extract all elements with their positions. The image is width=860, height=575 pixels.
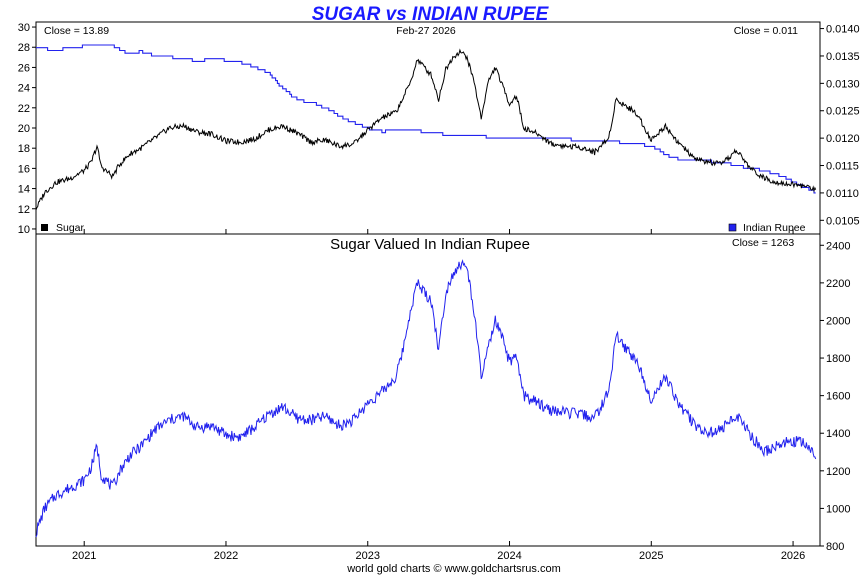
x-tick-label: 2021 (72, 550, 96, 562)
x-tick-label: 2024 (497, 550, 521, 562)
left-tick-label: 18 (18, 143, 30, 155)
right-tick-label: 0.0135 (826, 51, 860, 63)
left-tick-label: 24 (18, 83, 30, 95)
ratio-tick-label: 1400 (826, 428, 850, 440)
legend-label-sugar: Sugar (56, 222, 85, 234)
ratio-tick-label: 2200 (826, 278, 850, 290)
right-tick-label: 0.0110 (826, 188, 859, 200)
left-tick-label: 20 (18, 123, 30, 135)
ratio-tick-label: 800 (826, 541, 844, 553)
left-tick-label: 12 (18, 204, 30, 216)
ratio-tick-label: 2400 (826, 240, 850, 252)
right-tick-label: 0.0125 (826, 106, 860, 118)
ratio-tick-label: 1800 (826, 353, 850, 365)
x-tick-label: 2026 (781, 550, 805, 562)
ratio-tick-label: 1200 (826, 466, 850, 478)
right-tick-label: 0.0105 (826, 215, 860, 227)
series-line-sugar (35, 48, 817, 211)
sugar-close-label: Close = 13.89 (44, 25, 109, 37)
rupee-close-label: Close = 0.011 (734, 25, 798, 37)
x-tick-label: 2025 (639, 550, 663, 562)
left-tick-label: 26 (18, 62, 30, 74)
left-tick-label: 14 (18, 184, 30, 196)
series-line-sugar-in-rupee (35, 259, 817, 538)
legend-label-rupee: Indian Rupee (743, 222, 806, 234)
right-tick-label: 0.0115 (826, 161, 859, 173)
series-layer (35, 44, 817, 538)
left-tick-label: 10 (18, 224, 30, 236)
left-tick-label: 16 (18, 163, 30, 175)
ratio-close-label: Close = 1263 (732, 237, 794, 249)
ratio-tick-label: 1000 (826, 503, 850, 515)
right-tick-label: 0.0120 (826, 133, 860, 145)
top-right-axis: 0.0140 0.0135 0.0130 0.0125 0.0120 0.0115 0.01… (820, 24, 860, 227)
top-panel-frame (35, 21, 821, 235)
ratio-tick-label: 2000 (826, 315, 850, 327)
bottom-panel-frame (35, 233, 821, 547)
right-tick-label: 0.0140 (826, 24, 860, 36)
left-tick-label: 28 (18, 42, 30, 54)
legend-swatch-sugar (41, 224, 48, 231)
bottom-right-axis: 2400 2200 2000 1800 1600 1400 1200 1000 800 (820, 240, 850, 553)
x-tick-label: 2023 (356, 550, 380, 562)
legend-swatch-rupee (728, 223, 737, 232)
date-label: Feb-27 2026 (396, 25, 456, 37)
footer-credit: world gold charts © www.goldchartsrus.co… (346, 563, 561, 575)
series-line-indian-rupee (36, 44, 816, 194)
x-tick-label: 2022 (214, 550, 238, 562)
left-tick-label: 22 (18, 103, 30, 115)
bottom-chart-title: Sugar Valued In Indian Rupee (330, 236, 530, 253)
chart-title: SUGAR vs INDIAN RUPEE (312, 4, 550, 25)
top-left-axis: 30 28 26 24 22 20 18 16 14 12 10 (18, 22, 36, 236)
left-tick-label: 30 (18, 22, 30, 34)
right-tick-label: 0.0130 (826, 78, 860, 90)
ratio-tick-label: 1600 (826, 391, 850, 403)
x-axis: 2021 2022 2023 2024 2025 2026 (72, 229, 805, 562)
